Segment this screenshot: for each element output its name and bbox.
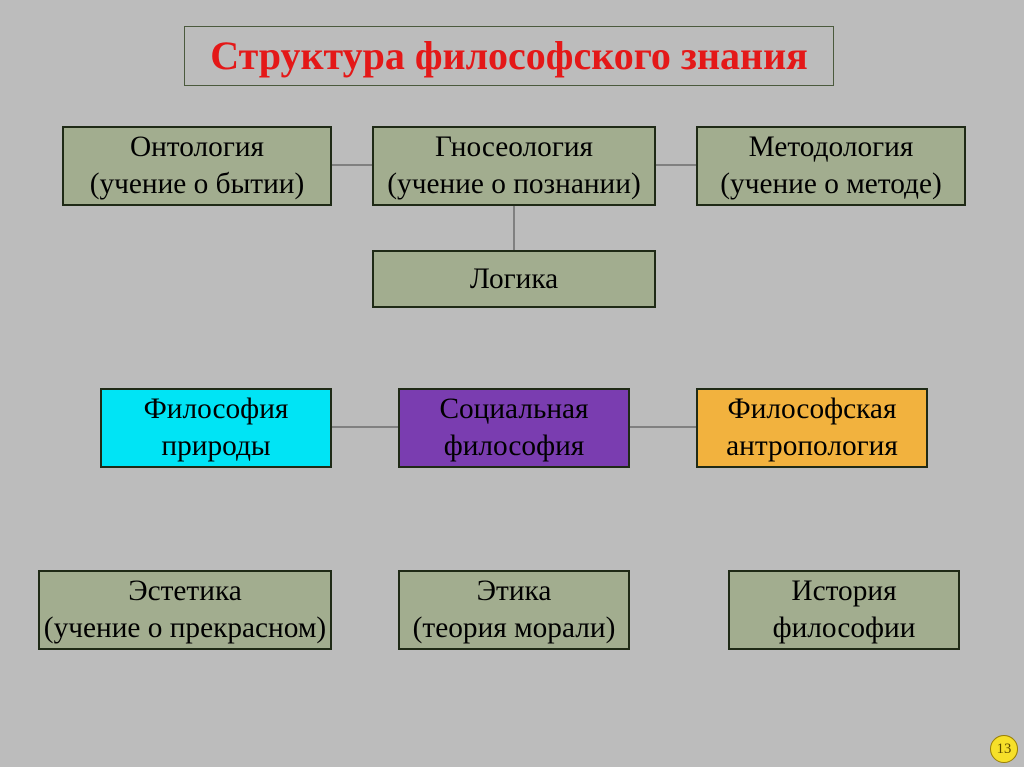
node-philosophical-anthropology-line-0: Философская xyxy=(728,391,897,428)
node-gnoseology-line-1: (учение о познании) xyxy=(387,166,640,203)
diagram-title: Структура философского знания xyxy=(184,26,834,86)
node-history-philosophy: Историяфилософии xyxy=(728,570,960,650)
node-ethics: Этика(теория морали) xyxy=(398,570,630,650)
edge-gnoseology-logic xyxy=(513,206,515,250)
node-aesthetics-line-0: Эстетика xyxy=(128,573,242,610)
node-social-philosophy: Социальнаяфилософия xyxy=(398,388,630,468)
edge-social-philosophy-philosophical-anthropology xyxy=(630,426,696,428)
diagram-title-text: Структура философского знания xyxy=(210,31,808,81)
node-logic: Логика xyxy=(372,250,656,308)
page-number-badge: 13 xyxy=(990,735,1018,763)
node-history-philosophy-line-1: философии xyxy=(773,610,916,647)
node-social-philosophy-line-1: философия xyxy=(444,428,585,465)
edge-philosophy-nature-social-philosophy xyxy=(332,426,398,428)
node-ontology-line-0: Онтология xyxy=(130,129,264,166)
node-methodology: Методология(учение о методе) xyxy=(696,126,966,206)
diagram-canvas: Структура философского знания Онтология(… xyxy=(0,0,1024,767)
node-ethics-line-0: Этика xyxy=(477,573,552,610)
node-methodology-line-0: Методология xyxy=(749,129,914,166)
node-philosophy-nature-line-1: природы xyxy=(161,428,270,465)
node-philosophy-nature: Философияприроды xyxy=(100,388,332,468)
page-number-text: 13 xyxy=(997,741,1012,758)
node-ontology: Онтология(учение о бытии) xyxy=(62,126,332,206)
node-logic-line-0: Логика xyxy=(470,261,558,298)
node-ethics-line-1: (теория морали) xyxy=(413,610,616,647)
node-social-philosophy-line-0: Социальная xyxy=(439,391,588,428)
edge-ontology-gnoseology xyxy=(332,164,372,166)
node-philosophical-anthropology-line-1: антропология xyxy=(726,428,898,465)
node-history-philosophy-line-0: История xyxy=(791,573,896,610)
node-aesthetics: Эстетика(учение о прекрасном) xyxy=(38,570,332,650)
node-ontology-line-1: (учение о бытии) xyxy=(90,166,305,203)
edge-gnoseology-methodology xyxy=(656,164,696,166)
node-methodology-line-1: (учение о методе) xyxy=(720,166,941,203)
node-aesthetics-line-1: (учение о прекрасном) xyxy=(44,610,326,647)
node-gnoseology: Гносеология(учение о познании) xyxy=(372,126,656,206)
node-philosophy-nature-line-0: Философия xyxy=(144,391,289,428)
node-philosophical-anthropology: Философскаяантропология xyxy=(696,388,928,468)
node-gnoseology-line-0: Гносеология xyxy=(435,129,593,166)
